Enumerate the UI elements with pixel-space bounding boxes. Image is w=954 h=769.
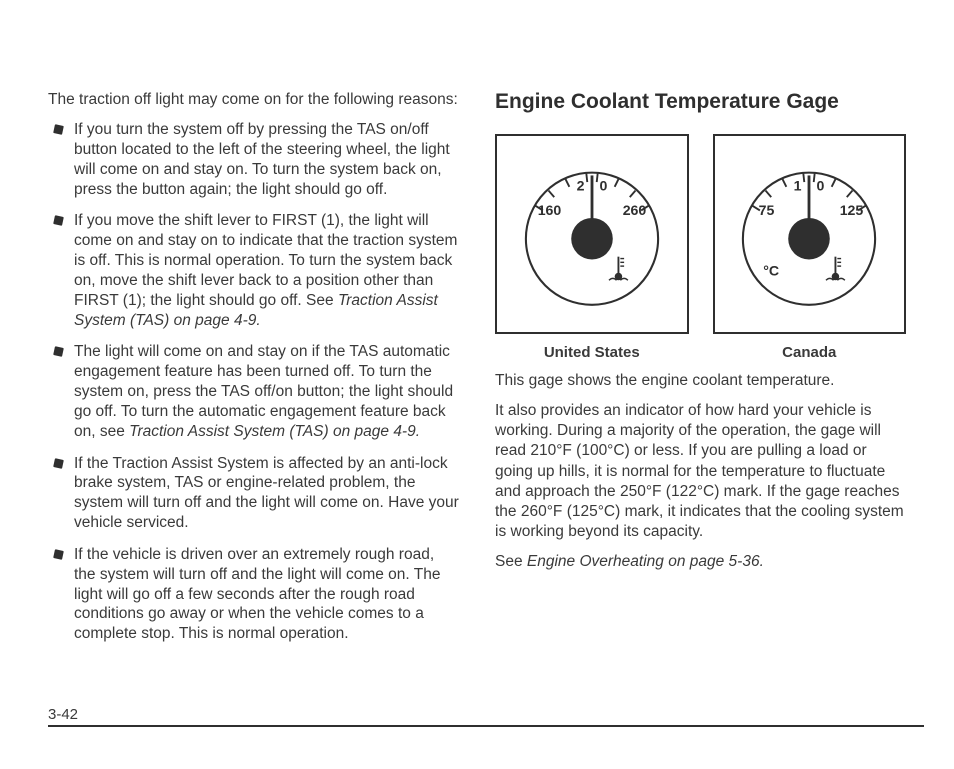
gage-cell-us: 160 260 2 0 — [495, 134, 689, 361]
gage-ca-right-label: 125 — [840, 203, 864, 219]
gage-canada-caption: Canada — [713, 344, 907, 361]
gage-box-us: 160 260 2 0 — [495, 134, 689, 334]
section-title: Engine Coolant Temperature Gage — [495, 90, 906, 114]
gage-us-left-label: 160 — [537, 203, 561, 219]
gage-ca-left-label: 75 — [759, 203, 775, 219]
two-column-layout: The traction off light may come on for t… — [48, 90, 906, 656]
thermometer-icon — [826, 257, 845, 281]
list-item: If the vehicle is driven over an extreme… — [48, 545, 459, 644]
gage-us-caption: United States — [495, 344, 689, 361]
bullet-reference: Traction Assist System (TAS) on page 4-9… — [129, 423, 420, 440]
gage-ca-top-right: 0 — [817, 179, 825, 195]
thermometer-icon — [609, 257, 628, 281]
bullet-text: If you turn the system off by pressing t… — [74, 121, 450, 197]
manual-page: The traction off light may come on for t… — [0, 0, 954, 769]
gage-canada-svg: 75 125 1 0 °C — [724, 149, 894, 319]
gage-row: 160 260 2 0 — [495, 134, 906, 361]
gage-us-right-label: 260 — [622, 203, 646, 219]
gage-us-top-left: 2 — [576, 179, 584, 195]
page-number: 3-42 — [48, 706, 924, 723]
intro-text: The traction off light may come on for t… — [48, 90, 459, 110]
see-reference: See Engine Overheating on page 5-36. — [495, 552, 906, 572]
list-item: The light will come on and stay on if th… — [48, 342, 459, 441]
left-column: The traction off light may come on for t… — [48, 90, 459, 656]
list-item: If you turn the system off by pressing t… — [48, 120, 459, 199]
bullet-text: If the vehicle is driven over an extreme… — [74, 546, 440, 642]
see-ref: Engine Overheating on page 5-36. — [527, 553, 764, 570]
list-item: If you move the shift lever to FIRST (1)… — [48, 211, 459, 330]
gage-ca-unit: °C — [764, 264, 780, 280]
footer-rule — [48, 725, 924, 727]
paragraph: It also provides an indicator of how har… — [495, 401, 906, 542]
reason-list: If you turn the system off by pressing t… — [48, 120, 459, 644]
gage-us-svg: 160 260 2 0 — [507, 149, 677, 319]
gage-ca-top-left: 1 — [794, 179, 802, 195]
page-footer: 3-42 — [48, 706, 924, 727]
gage-cell-canada: 75 125 1 0 °C — [713, 134, 907, 361]
bullet-text: If the Traction Assist System is affecte… — [74, 455, 459, 531]
paragraph: This gage shows the engine coolant tempe… — [495, 371, 906, 391]
gage-box-canada: 75 125 1 0 °C — [713, 134, 907, 334]
gage-us-top-right: 0 — [599, 179, 607, 195]
right-column: Engine Coolant Temperature Gage — [495, 90, 906, 656]
see-text: See — [495, 553, 527, 570]
list-item: If the Traction Assist System is affecte… — [48, 454, 459, 533]
